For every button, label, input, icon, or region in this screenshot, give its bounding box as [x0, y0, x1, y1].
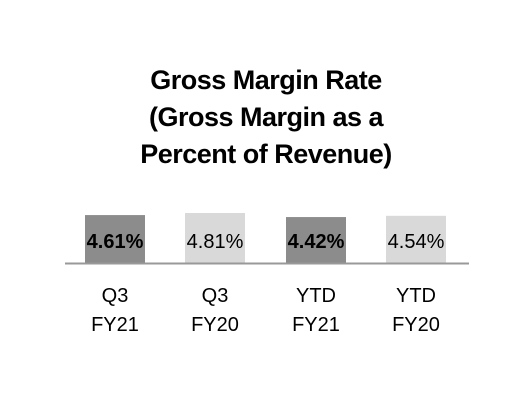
data-label-3: 4.42% [288, 231, 345, 253]
chart-title: Gross Margin Rate (Gross Margin as a Per… [0, 62, 532, 173]
bar-1 [85, 215, 145, 263]
category-label-4-line-2: FY20 [392, 314, 440, 336]
data-label-4: 4.54% [388, 231, 445, 253]
chart-title-line-2: (Gross Margin as a [148, 102, 384, 132]
category-label-2-line-2: FY20 [191, 314, 239, 336]
bar-4 [386, 215, 446, 263]
category-label-4-line-1: YTD [396, 285, 436, 307]
category-label-3-line-2: FY21 [292, 314, 340, 336]
bar-2 [185, 213, 245, 263]
chart-title-line-3: Percent of Revenue) [140, 139, 392, 169]
chart-title-line-1: Gross Margin Rate [150, 65, 382, 95]
category-label-2-line-1: Q3 [202, 285, 229, 307]
data-label-1: 4.61% [87, 231, 144, 253]
data-label-2: 4.81% [187, 231, 244, 253]
category-label-1-line-1: Q3 [102, 285, 129, 307]
bar-3 [286, 217, 346, 263]
category-label-3-line-1: YTD [296, 285, 336, 307]
category-label-1-line-2: FY21 [91, 314, 139, 336]
